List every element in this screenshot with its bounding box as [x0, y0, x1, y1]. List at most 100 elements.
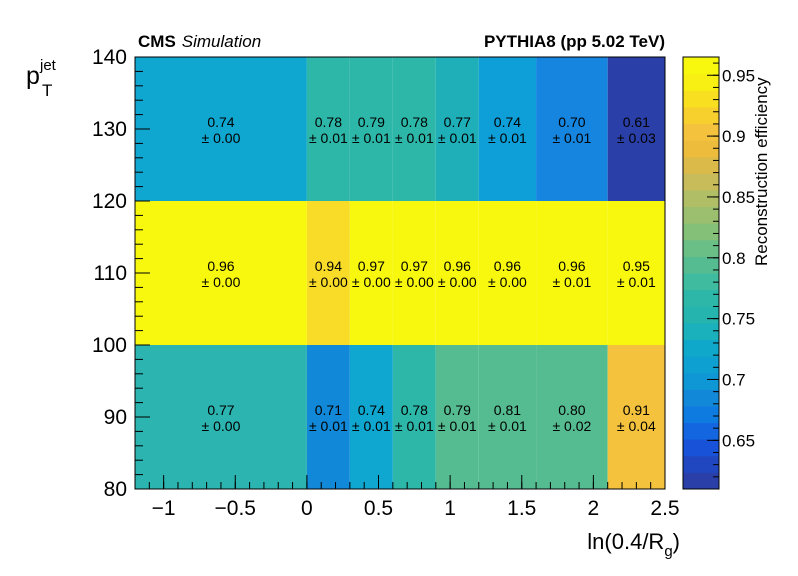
y-tick-label: 100: [92, 334, 127, 357]
cell-value-label: 0.61: [623, 114, 650, 130]
cell-value-label: 0.78: [401, 114, 428, 130]
palette-swatch: [683, 455, 719, 473]
cell-error-label: ± 0.01: [352, 418, 391, 434]
heatmap-cell: [392, 201, 436, 345]
cell-error-label: ± 0.00: [438, 274, 477, 290]
palette-swatch: [683, 90, 719, 108]
cell-error-label: ± 0.01: [617, 274, 656, 290]
heatmap-cell: [435, 345, 479, 489]
cell-error-label: ± 0.00: [202, 274, 241, 290]
palette-swatch: [683, 306, 719, 324]
heatmap-cell: [135, 345, 307, 489]
heatmap-cell: [536, 345, 608, 489]
palette-swatch: [683, 422, 719, 440]
heatmap-cell: [607, 201, 665, 345]
cell-value-label: 0.91: [623, 402, 650, 418]
cell-value-label: 0.78: [401, 402, 428, 418]
cell-value-label: 0.96: [444, 258, 471, 274]
cell-error-label: ± 0.01: [488, 130, 527, 146]
cell-value-label: 0.70: [558, 114, 585, 130]
y-axis-title: p jet T: [26, 57, 57, 100]
heatmap-cell: [435, 57, 479, 201]
cell-value-label: 0.80: [558, 402, 585, 418]
cell-labels: 0.77± 0.000.71± 0.010.74± 0.010.78± 0.01…: [202, 114, 656, 434]
heatmap-cell: [607, 57, 665, 201]
palette-swatch: [683, 223, 719, 241]
palette-swatch: [683, 372, 719, 390]
cell-error-label: ± 0.01: [395, 418, 434, 434]
palette-swatch: [683, 389, 719, 407]
cell-error-label: ± 0.00: [488, 274, 527, 290]
color-palette: [682, 56, 720, 490]
palette-swatch: [683, 140, 719, 158]
palette-swatch: [683, 405, 719, 424]
heatmap-cells: [135, 57, 665, 489]
palette-tick-label: 0.8: [722, 249, 746, 268]
heatmap-cell: [392, 57, 436, 201]
x-tick-label: −0.5: [215, 497, 256, 520]
x-axis-title-sub: g: [664, 543, 672, 560]
cell-value-label: 0.96: [494, 258, 521, 274]
palette-tick-label: 0.7: [722, 370, 746, 389]
palette-swatch: [683, 322, 719, 340]
x-tick-label: 0: [301, 497, 313, 520]
cell-error-label: ± 0.00: [309, 274, 348, 290]
y-axis-title-sub: T: [42, 81, 52, 100]
palette-swatch: [683, 57, 719, 75]
heatmap-cell: [435, 201, 479, 345]
cell-error-label: ± 0.01: [309, 130, 348, 146]
palette-swatch: [683, 206, 719, 224]
palette-frame: [682, 56, 720, 490]
cell-error-label: ± 0.01: [488, 418, 527, 434]
palette-swatch: [683, 239, 719, 257]
palette-swatch: [683, 273, 719, 291]
palette-tick-label: 0.95: [722, 66, 755, 85]
y-tick-label: 140: [92, 46, 127, 69]
x-axis-title-close: ): [673, 529, 680, 554]
palette-swatch: [683, 173, 719, 191]
x-tick-label: 2: [588, 497, 600, 520]
header-left-italic: Simulation: [182, 32, 261, 51]
cell-error-label: ± 0.01: [438, 418, 477, 434]
y-axis-title-main: p: [26, 62, 40, 90]
cell-error-label: ± 0.02: [552, 418, 591, 434]
heatmap-cell: [306, 57, 350, 201]
palette-tick-label: 0.75: [722, 310, 755, 329]
cell-error-label: ± 0.00: [202, 418, 241, 434]
heatmap-cell: [349, 201, 393, 345]
palette-swatch: [683, 439, 719, 457]
y-tick-label: 120: [92, 190, 127, 213]
y-tick-label: 110: [94, 262, 127, 285]
palette-swatch: [683, 73, 719, 91]
cell-value-label: 0.96: [558, 258, 585, 274]
palette-swatch: [683, 189, 719, 208]
cell-value-label: 0.71: [315, 402, 342, 418]
palette-swatch: [683, 356, 719, 374]
cell-value-label: 0.79: [358, 114, 385, 130]
cell-error-label: ± 0.01: [395, 130, 434, 146]
x-axis: −1 −0.5 0 0.5 1 1.5 2 2.5: [134, 475, 680, 520]
heatmap-cell: [478, 201, 537, 345]
heatmap-cell: [306, 201, 350, 345]
x-axis-title: ln(0.4/Rg): [587, 529, 680, 560]
heatmap-cell: [392, 345, 436, 489]
heatmap-cell: [607, 345, 665, 489]
cell-value-label: 0.74: [494, 114, 521, 130]
palette-swatch: [683, 106, 719, 124]
x-tick-label: 1.5: [507, 497, 536, 520]
cell-value-label: 0.95: [623, 258, 650, 274]
heatmap-cell: [349, 57, 393, 201]
heatmap-cell: [306, 345, 350, 489]
palette-swatch: [683, 156, 719, 174]
cell-value-label: 0.97: [401, 258, 428, 274]
cell-value-label: 0.77: [207, 402, 234, 418]
y-axis: 80 90 100 110 120 130 140: [92, 46, 150, 501]
palette-swatch: [683, 123, 719, 141]
cell-error-label: ± 0.01: [352, 130, 391, 146]
palette-tick-label: 0.65: [722, 431, 755, 450]
x-tick-label: −1: [152, 497, 176, 520]
palette-swatch: [683, 339, 719, 357]
heatmap-cell: [135, 57, 307, 201]
y-tick-label: 90: [104, 406, 127, 429]
